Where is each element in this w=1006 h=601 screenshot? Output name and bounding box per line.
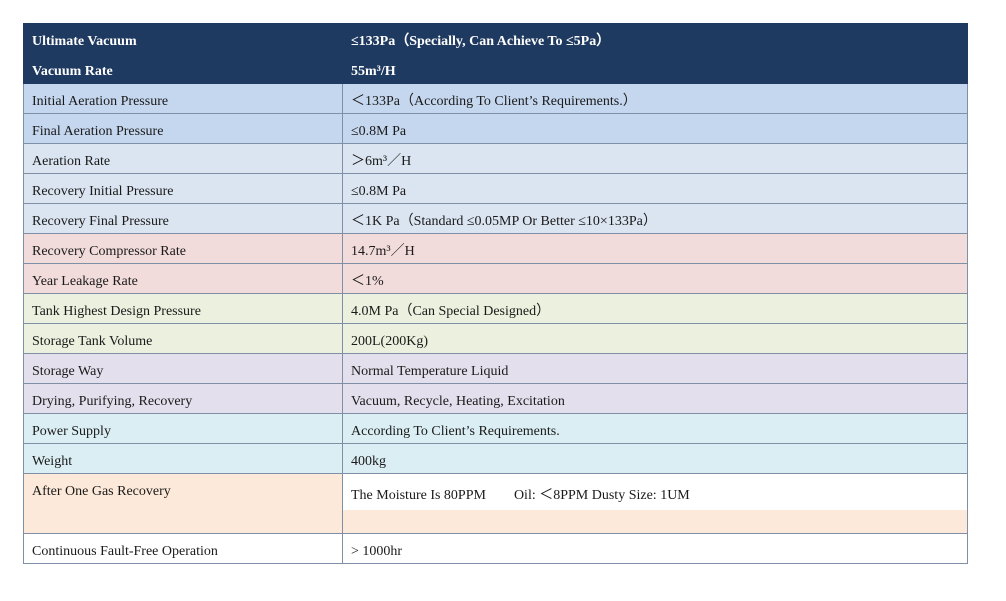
row-label: After One Gas Recovery (23, 473, 343, 534)
table-row: Recovery Initial Pressure ≤0.8M Pa (23, 173, 968, 204)
row-value: 55m³/H (342, 53, 968, 84)
row-label: Storage Way (23, 353, 343, 384)
row-label: Recovery Final Pressure (23, 203, 343, 234)
row-value: ＞6m³／H (342, 143, 968, 174)
table-row: Initial Aeration Pressure ＜133Pa（Accordi… (23, 83, 968, 114)
table-row: Continuous Fault-Free Operation > 1000hr (23, 533, 968, 564)
table-row: Ultimate Vacuum ≤133Pa（Specially, Can Ac… (23, 23, 968, 54)
row-label: Final Aeration Pressure (23, 113, 343, 144)
row-value-cell: The Moisture Is 80PPM Oil: ＜8PPM Dusty S… (342, 473, 968, 534)
row-value: 14.7m³／H (342, 233, 968, 264)
row-label: Vacuum Rate (23, 53, 343, 84)
row-value: ＜1% (342, 263, 968, 294)
row-value: The Moisture Is 80PPM Oil: ＜8PPM Dusty S… (343, 474, 967, 510)
row-label: Drying, Purifying, Recovery (23, 383, 343, 414)
table-row: Aeration Rate ＞6m³／H (23, 143, 968, 174)
table-row: Storage Tank Volume 200L(200Kg) (23, 323, 968, 354)
table-row: After One Gas Recovery The Moisture Is 8… (23, 473, 968, 534)
table-row: Recovery Final Pressure ＜1K Pa（Standard … (23, 203, 968, 234)
row-label: Weight (23, 443, 343, 474)
row-value: ＜133Pa（According To Client’s Requirement… (342, 83, 968, 114)
table-row: Drying, Purifying, Recovery Vacuum, Recy… (23, 383, 968, 414)
table-row: Storage Way Normal Temperature Liquid (23, 353, 968, 384)
row-label: Power Supply (23, 413, 343, 444)
row-value: 400kg (342, 443, 968, 474)
row-value: 200L(200Kg) (342, 323, 968, 354)
table-row: Vacuum Rate 55m³/H (23, 53, 968, 84)
row-value: 4.0M Pa（Can Special Designed） (342, 293, 968, 324)
table-row: Tank Highest Design Pressure 4.0M Pa（Can… (23, 293, 968, 324)
table-row: Weight 400kg (23, 443, 968, 474)
table-row: Recovery Compressor Rate 14.7m³／H (23, 233, 968, 264)
row-value: Vacuum, Recycle, Heating, Excitation (342, 383, 968, 414)
row-label: Storage Tank Volume (23, 323, 343, 354)
row-value: > 1000hr (342, 533, 968, 564)
row-value: ≤0.8M Pa (342, 113, 968, 144)
row-label: Ultimate Vacuum (23, 23, 343, 54)
row-value: ＜1K Pa（Standard ≤0.05MP Or Better ≤10×13… (342, 203, 968, 234)
table-row: Power Supply According To Client’s Requi… (23, 413, 968, 444)
row-label: Recovery Initial Pressure (23, 173, 343, 204)
row-value: ≤0.8M Pa (342, 173, 968, 204)
row-label: Initial Aeration Pressure (23, 83, 343, 114)
row-value: ≤133Pa（Specially, Can Achieve To ≤5Pa） (342, 23, 968, 54)
row-label: Continuous Fault-Free Operation (23, 533, 343, 564)
row-label: Year Leakage Rate (23, 263, 343, 294)
row-value: Normal Temperature Liquid (342, 353, 968, 384)
row-value: According To Client’s Requirements. (342, 413, 968, 444)
table-row: Year Leakage Rate ＜1% (23, 263, 968, 294)
row-label: Aeration Rate (23, 143, 343, 174)
row-label: Recovery Compressor Rate (23, 233, 343, 264)
row-label: Tank Highest Design Pressure (23, 293, 343, 324)
table-row: Final Aeration Pressure ≤0.8M Pa (23, 113, 968, 144)
specification-table: Ultimate Vacuum ≤133Pa（Specially, Can Ac… (23, 23, 968, 564)
